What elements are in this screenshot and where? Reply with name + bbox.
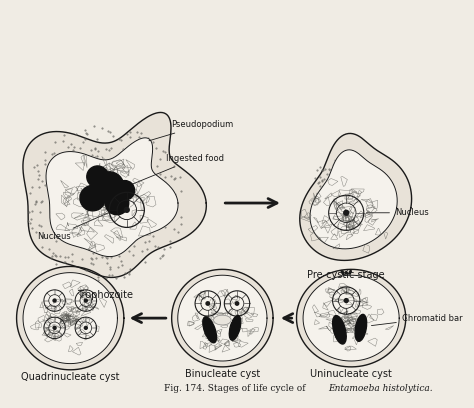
Text: Chromatid bar: Chromatid bar	[372, 314, 463, 326]
Text: Pseudopodium: Pseudopodium	[149, 120, 233, 141]
Text: Pre-cystic stage: Pre-cystic stage	[308, 270, 385, 280]
Ellipse shape	[214, 315, 231, 325]
Text: Nucleus: Nucleus	[37, 211, 112, 241]
Text: Uninucleate cyst: Uninucleate cyst	[310, 369, 392, 379]
Polygon shape	[300, 133, 411, 260]
Circle shape	[124, 207, 129, 212]
Circle shape	[206, 302, 210, 305]
Circle shape	[84, 326, 87, 329]
Text: Binucleate cyst: Binucleate cyst	[185, 369, 260, 379]
Text: Ingested food: Ingested food	[125, 154, 224, 187]
Polygon shape	[297, 269, 406, 367]
Polygon shape	[178, 275, 267, 361]
Text: Nucleus: Nucleus	[366, 208, 429, 217]
Text: Quadrinucleate cyst: Quadrinucleate cyst	[21, 372, 119, 381]
Ellipse shape	[355, 315, 367, 341]
Circle shape	[84, 299, 87, 302]
Text: Entamoeba histolytica.: Entamoeba histolytica.	[328, 384, 432, 393]
Polygon shape	[23, 113, 206, 277]
Circle shape	[105, 191, 129, 215]
Circle shape	[80, 186, 105, 211]
Circle shape	[87, 166, 108, 187]
Ellipse shape	[333, 316, 346, 344]
Text: Fig. 174. Stages of life cycle of: Fig. 174. Stages of life cycle of	[164, 384, 308, 393]
Ellipse shape	[229, 315, 241, 340]
Circle shape	[95, 172, 124, 201]
Circle shape	[53, 326, 56, 329]
Polygon shape	[310, 150, 397, 249]
Polygon shape	[46, 138, 178, 257]
Ellipse shape	[203, 317, 217, 343]
Circle shape	[344, 299, 348, 302]
Circle shape	[53, 299, 56, 302]
Polygon shape	[303, 275, 399, 361]
Text: Trophozoite: Trophozoite	[77, 290, 133, 299]
Polygon shape	[17, 266, 124, 370]
Polygon shape	[172, 269, 273, 367]
Circle shape	[344, 211, 349, 215]
Circle shape	[235, 302, 239, 305]
Circle shape	[115, 181, 135, 200]
Polygon shape	[23, 273, 118, 364]
